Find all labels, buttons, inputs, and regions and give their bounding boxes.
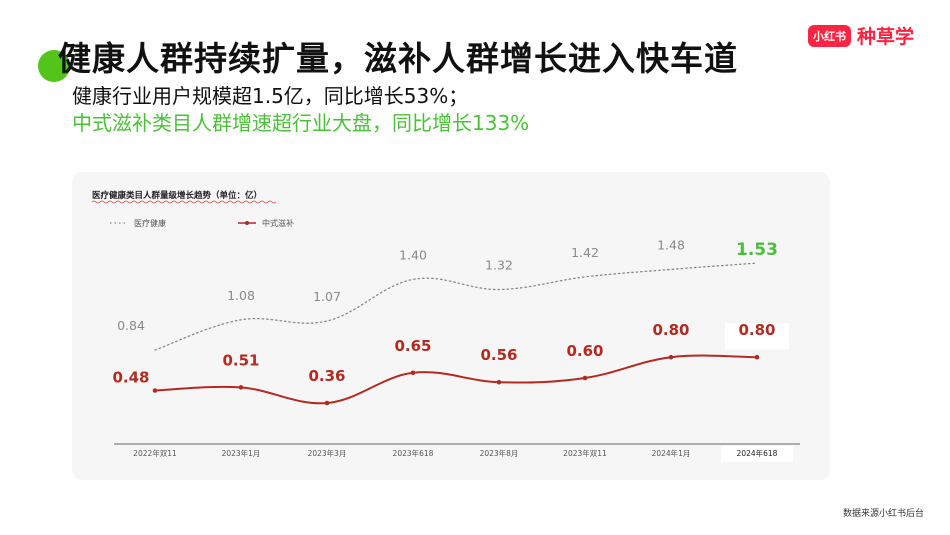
data-point-tonic — [496, 379, 502, 385]
data-label-health: 1.32 — [485, 258, 513, 273]
x-axis-labels: 2022年双11 2023年1月 2023年3月 2023年618 2023年8月 202… — [133, 446, 793, 462]
x-tick-label: 2023年8月 — [480, 448, 519, 458]
data-label-tonic: 0.51 — [222, 351, 259, 369]
line-chart: 医疗健康类目人群量级增长趋势（单位：亿） 医疗健康 中式滋补 0.84 1.08 1.… — [91, 190, 800, 462]
subtitle-line-1: 健康行业用户规模超1.5亿，同比增长53%； — [72, 84, 469, 108]
chart-card: 医疗健康类目人群量级增长趋势（单位：亿） 医疗健康 中式滋补 0.84 1.08 1.… — [72, 172, 830, 480]
logo-badge: 小红书 — [807, 24, 851, 47]
data-label-health: 1.53 — [736, 240, 778, 260]
decorative-green-dot — [38, 50, 70, 82]
data-label-tonic: 0.65 — [394, 337, 431, 355]
data-point-tonic — [410, 370, 416, 376]
data-label-tonic: 0.80 — [652, 321, 689, 339]
x-tick-label: 2023年双11 — [563, 448, 607, 458]
title-squiggle-underline — [91, 200, 277, 204]
data-source-note: 数据来源小红书后台 — [842, 509, 924, 519]
data-label-tonic: 0.48 — [112, 369, 149, 387]
data-label-health: 0.84 — [117, 318, 145, 333]
data-point-tonic — [754, 354, 760, 360]
data-label-health: 1.08 — [227, 288, 255, 303]
data-label-tonic: 0.56 — [480, 346, 517, 364]
data-label-health: 1.40 — [399, 247, 427, 262]
x-tick-label: 2022年双11 — [133, 448, 177, 458]
logo-text: 种草学 — [856, 26, 914, 48]
series-line-health — [154, 262, 758, 351]
x-tick-label: 2023年3月 — [308, 448, 347, 458]
plot-area: 0.84 1.08 1.07 1.40 1.32 1.42 1.48 1.53 0.48 0.51… — [112, 237, 789, 406]
page-title: 健康人群持续扩量，滋补人群增长进入快车道 — [58, 39, 738, 78]
series-line-tonic — [154, 354, 758, 405]
x-tick-highlight — [721, 446, 793, 462]
legend-label-tonic: 中式滋补 — [262, 218, 294, 228]
highlight-box-tonic — [725, 323, 789, 350]
chart-title: 医疗健康类目人群量级增长趋势（单位：亿） — [92, 190, 262, 201]
data-point-tonic — [152, 388, 158, 393]
x-tick-label: 2024年618 — [737, 448, 778, 458]
legend-label-health: 医疗健康 — [134, 218, 166, 228]
brand-logo: 小红书 种草学 — [807, 22, 914, 49]
data-label-health: 1.42 — [571, 245, 599, 260]
data-point-tonic — [582, 375, 588, 381]
x-tick-label: 2024年1月 — [652, 448, 691, 458]
chart-legend: 医疗健康 中式滋补 — [110, 218, 294, 228]
x-tick-label: 2023年1月 — [222, 448, 261, 458]
data-point-tonic — [668, 354, 674, 360]
data-label-tonic: 0.36 — [308, 367, 345, 385]
data-label-tonic: 0.60 — [566, 342, 603, 360]
data-point-tonic — [324, 400, 330, 406]
data-label-health: 1.48 — [657, 237, 685, 252]
x-tick-label: 2023年618 — [393, 448, 434, 458]
legend-marker-tonic-dot — [245, 221, 249, 225]
subtitle-line-2: 中式滋补类目人群增速超行业大盘，同比增长133% — [72, 111, 530, 135]
data-label-tonic: 0.80 — [738, 321, 775, 339]
data-label-health: 1.07 — [313, 289, 341, 304]
data-point-tonic — [238, 385, 244, 390]
